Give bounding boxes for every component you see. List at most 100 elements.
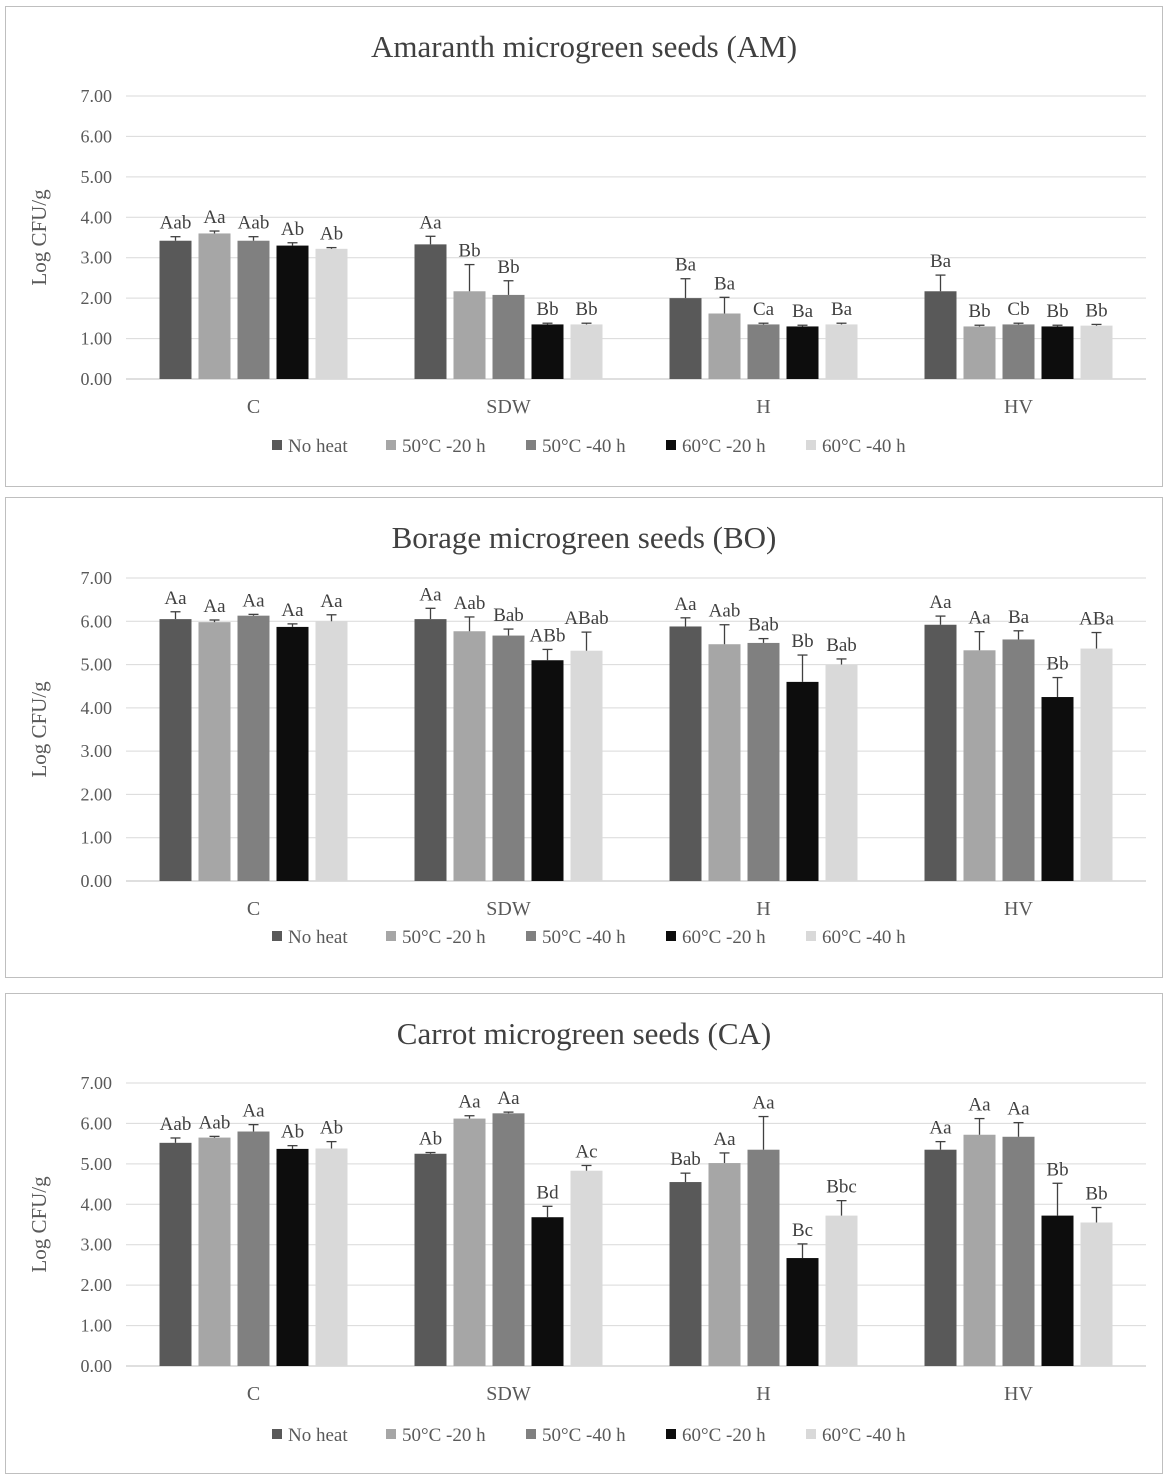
bar xyxy=(1002,1136,1035,1366)
y-tick-label: 3.00 xyxy=(81,741,113,761)
bar xyxy=(315,621,348,881)
x-category-label: HV xyxy=(1004,1383,1033,1405)
data-label: Aa xyxy=(281,600,304,621)
data-label: Aa xyxy=(968,608,991,629)
bar xyxy=(237,615,270,881)
x-category-label: C xyxy=(247,1383,260,1405)
y-axis-label: Log CFU/g xyxy=(27,189,51,286)
legend-swatch xyxy=(272,931,282,941)
y-tick-label: 4.00 xyxy=(81,698,113,718)
bar xyxy=(963,1134,996,1366)
data-label: Bb xyxy=(791,631,813,652)
legend-swatch xyxy=(526,931,536,941)
data-label: Ab xyxy=(320,224,343,245)
data-label: Aa xyxy=(419,584,442,605)
data-label: Bc xyxy=(792,1220,813,1241)
chart-panel-borage: Borage microgreen seeds (BO) 0.00 1.00 2.00… xyxy=(5,497,1163,978)
data-label: Aa xyxy=(458,1092,481,1113)
x-category-label: SDW xyxy=(486,396,531,418)
legend-label: 50°C -40 h xyxy=(542,1425,626,1446)
bar xyxy=(669,1182,702,1366)
y-tick-label: 2.00 xyxy=(81,784,113,804)
legend-label: 50°C -40 h xyxy=(542,436,626,457)
bar xyxy=(924,624,957,881)
bar xyxy=(1080,325,1113,379)
bar xyxy=(1041,326,1074,379)
data-label: Aab xyxy=(709,601,741,622)
bar xyxy=(786,681,819,881)
y-tick-label: 6.00 xyxy=(81,126,113,146)
y-tick-label: 7.00 xyxy=(81,86,113,106)
legend-label: 50°C -20 h xyxy=(402,1425,486,1446)
data-label: Aa xyxy=(929,1118,952,1139)
bar xyxy=(198,622,231,881)
bar xyxy=(198,1137,231,1366)
chart-title: Borage microgreen seeds (BO) xyxy=(392,520,777,555)
x-category-label: SDW xyxy=(486,898,531,920)
bar xyxy=(159,240,192,379)
legend-swatch xyxy=(386,1429,396,1439)
bar xyxy=(492,1113,525,1366)
data-label: Bab xyxy=(670,1149,701,1170)
bar xyxy=(708,1163,741,1366)
chart-carrot: Carrot microgreen seeds (CA) 0.00 1.00 2.00… xyxy=(27,1016,1146,1446)
y-axis-label: Log CFU/g xyxy=(27,1176,51,1273)
data-label: Aa xyxy=(203,207,226,228)
data-label: Aa xyxy=(497,1088,520,1109)
data-label: Cb xyxy=(1007,299,1029,320)
chart-title: Carrot microgreen seeds (CA) xyxy=(397,1016,771,1051)
bar xyxy=(786,326,819,379)
x-category-label: C xyxy=(247,396,260,418)
bar xyxy=(315,248,348,379)
legend-label: 50°C -20 h xyxy=(402,927,486,948)
bar xyxy=(237,240,270,379)
data-label: Aa xyxy=(242,590,265,611)
bar xyxy=(825,324,858,379)
x-category-label: HV xyxy=(1004,396,1033,418)
x-category-label: HV xyxy=(1004,898,1033,920)
data-label: Bab xyxy=(748,615,779,636)
bar xyxy=(531,660,564,881)
data-label: Ba xyxy=(675,255,697,276)
bar xyxy=(747,1149,780,1366)
bar xyxy=(1002,639,1035,881)
data-label: Aab xyxy=(238,213,270,234)
legend-label: No heat xyxy=(288,436,348,457)
y-tick-label: 1.00 xyxy=(81,828,113,848)
y-tick-label: 4.00 xyxy=(81,1194,113,1214)
bar xyxy=(1080,648,1113,881)
data-label: Ab xyxy=(320,1118,343,1139)
bar xyxy=(1041,697,1074,881)
data-label: ABb xyxy=(530,625,566,646)
x-category-label: H xyxy=(756,898,770,920)
legend-label: 60°C -20 h xyxy=(682,927,766,948)
bar xyxy=(414,244,447,379)
bar xyxy=(492,635,525,881)
bar xyxy=(453,631,486,881)
y-tick-label: 3.00 xyxy=(81,1235,113,1255)
y-tick-label: 6.00 xyxy=(81,1113,113,1133)
legend-swatch xyxy=(526,1429,536,1439)
bar xyxy=(747,642,780,881)
data-label: Bb xyxy=(1046,301,1068,322)
y-tick-label: 5.00 xyxy=(81,655,113,675)
bar xyxy=(708,644,741,881)
bar xyxy=(198,233,231,379)
bar xyxy=(786,1258,819,1366)
bar xyxy=(159,1142,192,1366)
bar xyxy=(237,1131,270,1366)
legend-swatch xyxy=(806,931,816,941)
data-label: Aa xyxy=(929,592,952,613)
bar xyxy=(963,650,996,881)
bar xyxy=(1080,1222,1113,1366)
data-label: Bd xyxy=(536,1182,559,1203)
y-tick-label: 7.00 xyxy=(81,1073,113,1093)
chart-panel-amaranth: Amaranth microgreen seeds (AM) 0.00 1.00 2.… xyxy=(5,6,1163,487)
bar xyxy=(570,324,603,379)
data-label: Aa xyxy=(1007,1099,1030,1120)
legend-label: 60°C -40 h xyxy=(822,927,906,948)
bar xyxy=(924,1149,957,1366)
chart-borage: Borage microgreen seeds (BO) 0.00 1.00 2.00… xyxy=(27,520,1146,948)
data-label: Aab xyxy=(199,1112,231,1133)
y-tick-label: 0.00 xyxy=(81,1356,113,1376)
